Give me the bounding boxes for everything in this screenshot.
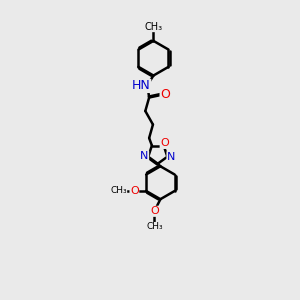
Text: O: O	[160, 88, 170, 101]
Text: N: N	[167, 152, 175, 162]
Text: HN: HN	[132, 80, 151, 92]
Text: O: O	[160, 138, 169, 148]
Text: O: O	[150, 206, 159, 216]
Text: CH₃: CH₃	[110, 187, 127, 196]
Text: O: O	[130, 186, 139, 196]
Text: CH₃: CH₃	[144, 22, 163, 32]
Text: N: N	[140, 151, 148, 161]
Text: CH₃: CH₃	[146, 222, 163, 231]
